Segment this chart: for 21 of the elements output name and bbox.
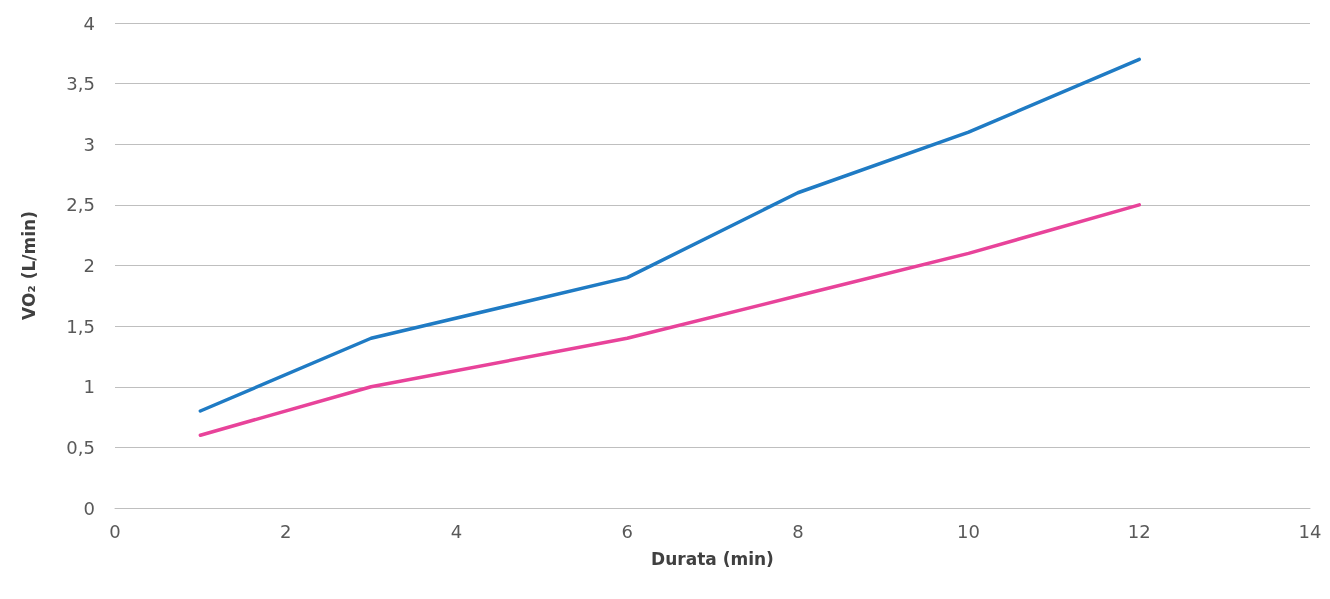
x-tick-label: 10 bbox=[957, 520, 981, 542]
y-axis-title: VO₂ (L/min) bbox=[18, 211, 39, 320]
y-tick-label: 1,5 bbox=[66, 315, 95, 337]
y-tick-label: 2 bbox=[83, 255, 95, 276]
x-tick-label: 4 bbox=[450, 520, 463, 542]
x-tick-label: 14 bbox=[1298, 520, 1322, 542]
y-tick-label: 1 bbox=[83, 376, 95, 398]
y-tick-label: 3 bbox=[83, 133, 95, 155]
x-tick-label: 2 bbox=[279, 520, 292, 542]
line-series bbox=[198, 203, 1142, 437]
y-tick-label: 3,5 bbox=[66, 73, 95, 95]
line-series bbox=[198, 57, 1142, 413]
x-tick-label: 8 bbox=[792, 520, 804, 542]
x-tick-label: 0 bbox=[109, 520, 121, 542]
y-tick-label: 0 bbox=[83, 497, 95, 519]
y-tick-label: 2,5 bbox=[66, 194, 95, 216]
x-axis-title: Durata (min) bbox=[651, 548, 774, 569]
x-tick-label: 6 bbox=[621, 520, 633, 542]
y-tick-label: 4 bbox=[83, 12, 95, 34]
x-tick-label: 12 bbox=[1127, 520, 1151, 542]
y-tick-label: 0,5 bbox=[66, 436, 95, 458]
